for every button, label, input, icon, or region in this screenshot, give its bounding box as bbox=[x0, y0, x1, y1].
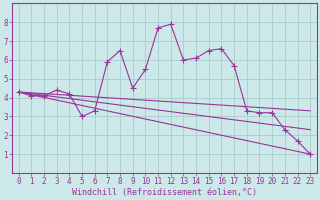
X-axis label: Windchill (Refroidissement éolien,°C): Windchill (Refroidissement éolien,°C) bbox=[72, 188, 257, 197]
